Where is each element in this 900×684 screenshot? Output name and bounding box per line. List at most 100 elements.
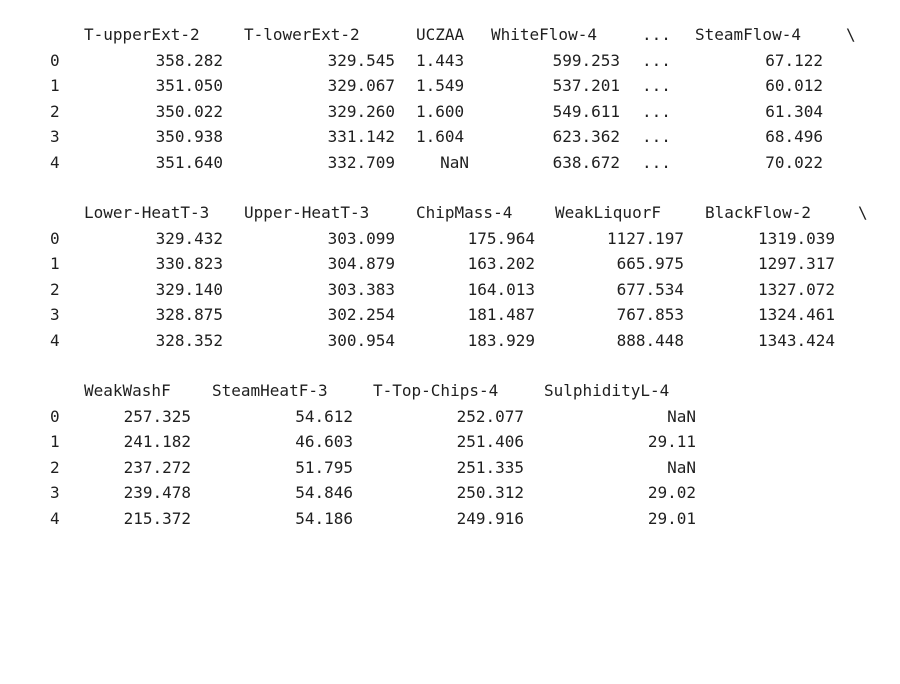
column-header: SteamHeatF-3 <box>212 381 328 400</box>
row-index: 4 <box>50 330 60 350</box>
cell-value: 330.823 <box>155 254 223 273</box>
column-header: UCZAA <box>416 25 465 44</box>
column-header: T-lowerExt-2 <box>244 25 360 44</box>
table-row: 0 257.325 54.612 252.077 NaN <box>50 404 880 430</box>
dataframe-block-3: WeakWashF SteamHeatF-3 T-Top-Chips-4 Sul… <box>50 378 880 531</box>
cell-value: 175.964 <box>467 228 535 248</box>
ellipsis-cell: ... <box>642 152 671 172</box>
table-row: 1 241.182 46.603 251.406 29.11 <box>50 429 880 455</box>
cell-value: 303.099 <box>327 228 395 248</box>
header-row: WeakWashF SteamHeatF-3 T-Top-Chips-4 Sul… <box>50 378 880 404</box>
table-row: 1 330.823 304.879 163.202 665.975 1297.3… <box>50 251 880 277</box>
row-index: 0 <box>50 50 60 70</box>
cell-value: 1297.317 <box>757 254 835 273</box>
cell-value: 70.022 <box>765 152 823 172</box>
cell-value: 60.012 <box>765 76 823 95</box>
cell-value: 249.916 <box>456 508 524 528</box>
row-index: 1 <box>50 254 60 273</box>
row-index: 3 <box>50 483 60 502</box>
cell-value: NaN <box>667 457 696 477</box>
table-row: 2 350.022 329.260 1.600 549.611 ... 61.3… <box>50 99 880 125</box>
cell-value: 1.549 <box>416 76 465 95</box>
cell-value: 537.201 <box>552 76 620 95</box>
cell-value: 183.929 <box>467 330 535 350</box>
cell-value: 350.022 <box>155 101 223 121</box>
table-row: 4 328.352 300.954 183.929 888.448 1343.4… <box>50 328 880 354</box>
row-index: 4 <box>50 152 60 172</box>
table-row: 1 351.050 329.067 1.549 537.201 ... 60.0… <box>50 73 880 99</box>
row-index: 3 <box>50 305 60 324</box>
cell-value: 302.254 <box>327 305 395 324</box>
cell-value: 54.846 <box>295 483 353 502</box>
cell-value: 638.672 <box>552 152 620 172</box>
table-row: 0 329.432 303.099 175.964 1127.197 1319.… <box>50 226 880 252</box>
column-header: BlackFlow-2 <box>705 203 811 222</box>
cell-value: NaN <box>667 406 696 426</box>
ellipsis-cell: ... <box>642 127 671 146</box>
cell-value: 61.304 <box>765 101 823 121</box>
cell-value: 251.335 <box>456 457 524 477</box>
row-index: 2 <box>50 101 60 121</box>
cell-value: 328.352 <box>155 330 223 350</box>
row-index: 0 <box>50 228 60 248</box>
cell-value: 250.312 <box>456 483 524 502</box>
ellipsis-cell: ... <box>642 50 671 70</box>
cell-value: 623.362 <box>552 127 620 146</box>
cell-value: 304.879 <box>327 254 395 273</box>
cell-value: 68.496 <box>765 127 823 146</box>
column-header: WhiteFlow-4 <box>491 25 597 44</box>
table-row: 2 329.140 303.383 164.013 677.534 1327.0… <box>50 277 880 303</box>
column-header: ChipMass-4 <box>416 203 513 222</box>
row-index: 0 <box>50 406 60 426</box>
column-header: WeakWashF <box>84 381 171 400</box>
cell-value: 241.182 <box>123 432 191 451</box>
cell-value: 599.253 <box>552 50 620 70</box>
cell-value: 300.954 <box>327 330 395 350</box>
line-continuation: \ <box>846 25 856 44</box>
cell-value: 1.604 <box>416 127 465 146</box>
cell-value: 252.077 <box>456 406 524 426</box>
table-row: 2 237.272 51.795 251.335 NaN <box>50 455 880 481</box>
cell-value: 303.383 <box>327 279 395 299</box>
column-header: SulphidityL-4 <box>544 381 670 400</box>
cell-value: 351.050 <box>155 76 223 95</box>
cell-value: NaN <box>440 152 469 172</box>
cell-value: 257.325 <box>123 406 191 426</box>
cell-value: 549.611 <box>552 101 620 121</box>
cell-value: 331.142 <box>327 127 395 146</box>
cell-value: 29.02 <box>647 483 696 502</box>
ellipsis-column-header: ... <box>642 25 671 44</box>
cell-value: 888.448 <box>616 330 684 350</box>
cell-value: 251.406 <box>456 432 524 451</box>
cell-value: 164.013 <box>467 279 535 299</box>
column-header: WeakLiquorF <box>555 203 661 222</box>
row-index: 1 <box>50 76 60 95</box>
column-header: SteamFlow-4 <box>695 25 801 44</box>
cell-value: 67.122 <box>765 50 823 70</box>
cell-value: 51.795 <box>295 457 353 477</box>
cell-value: 1319.039 <box>757 228 835 248</box>
cell-value: 29.11 <box>647 432 696 451</box>
table-row: 0 358.282 329.545 1.443 599.253 ... 67.1… <box>50 48 880 74</box>
cell-value: 665.975 <box>616 254 684 273</box>
cell-value: 215.372 <box>123 508 191 528</box>
cell-value: 29.01 <box>647 508 696 528</box>
cell-value: 46.603 <box>295 432 353 451</box>
cell-value: 1343.424 <box>757 330 835 350</box>
cell-value: 350.938 <box>155 127 223 146</box>
row-index: 2 <box>50 279 60 299</box>
cell-value: 329.545 <box>327 50 395 70</box>
ellipsis-cell: ... <box>642 101 671 121</box>
column-header: Lower-HeatT-3 <box>84 203 210 222</box>
table-row: 4 351.640 332.709 NaN 638.672 ... 70.022 <box>50 150 880 176</box>
cell-value: 54.612 <box>295 406 353 426</box>
cell-value: 1327.072 <box>757 279 835 299</box>
ellipsis-cell: ... <box>642 76 671 95</box>
cell-value: 329.432 <box>155 228 223 248</box>
dataframe-block-2: Lower-HeatT-3 Upper-HeatT-3 ChipMass-4 W… <box>50 200 880 353</box>
dataframe-block-1: T-upperExt-2 T-lowerExt-2 UCZAA WhiteFlo… <box>50 22 880 175</box>
cell-value: 677.534 <box>616 279 684 299</box>
line-continuation: \ <box>858 203 868 222</box>
column-header: T-Top-Chips-4 <box>373 381 499 400</box>
dataframe-output: T-upperExt-2 T-lowerExt-2 UCZAA WhiteFlo… <box>50 22 880 556</box>
